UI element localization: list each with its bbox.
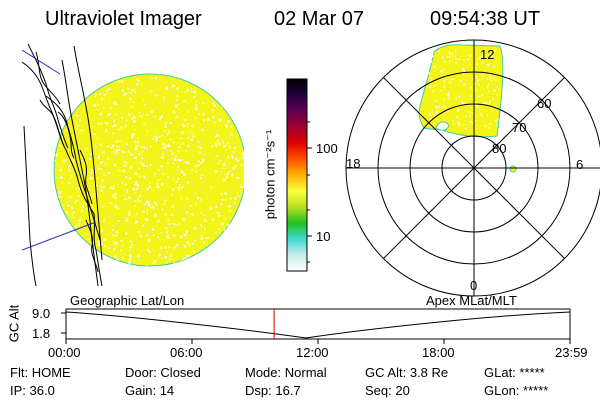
altitude-plot-frame bbox=[65, 308, 571, 340]
status-gain: Gain: 14 bbox=[125, 383, 175, 398]
status-door: Door: Closed bbox=[125, 365, 201, 380]
polar-label-80: 80 bbox=[492, 141, 507, 156]
geographic-caption: Geographic Lat/Lon bbox=[70, 293, 185, 308]
time-tick-1200: 12:00 bbox=[296, 345, 329, 360]
time-tick-2359: 23:59 bbox=[555, 345, 588, 360]
earth-disk bbox=[53, 73, 244, 267]
apex-caption: Apex MLat/MLT bbox=[426, 293, 517, 308]
altitude-curve bbox=[65, 311, 571, 339]
colorbar-tick-100: 100 bbox=[316, 141, 338, 156]
terminator-line bbox=[22, 221, 97, 251]
status-glon: GLon: ***** bbox=[484, 383, 549, 398]
polar-plot bbox=[345, 39, 600, 297]
status-seq: Seq: 20 bbox=[365, 383, 410, 398]
small-emission-spot bbox=[509, 165, 517, 173]
status-glat: GLat: ***** bbox=[484, 365, 545, 380]
status-flt: Flt: HOME bbox=[10, 365, 71, 380]
status-mode: Mode: Normal bbox=[245, 365, 327, 380]
time-readout: 09:54:38 UT bbox=[430, 8, 541, 30]
status-ip: IP: 36.0 bbox=[10, 383, 55, 398]
altitude-axis-label: GC Alt bbox=[6, 304, 22, 343]
polar-label-0: 0 bbox=[470, 278, 478, 293]
status-gc-alt: GC Alt: 3.8 Re bbox=[365, 365, 449, 380]
date-readout: 02 Mar 07 bbox=[274, 8, 365, 30]
polar-label-60: 60 bbox=[537, 96, 552, 111]
polar-label-6: 6 bbox=[576, 157, 584, 172]
colorbar-unit-label: photon cm⁻²s⁻¹ bbox=[262, 129, 278, 220]
color-scale-bar bbox=[286, 78, 312, 272]
coastline-outlines bbox=[22, 44, 103, 286]
altitude-tick-1-8: 1.8 bbox=[32, 326, 51, 341]
altitude-tick-9: 9.0 bbox=[32, 306, 51, 321]
polar-label-70: 70 bbox=[512, 120, 527, 135]
time-tick-0000: 00:00 bbox=[48, 345, 81, 360]
time-tick-1800: 18:00 bbox=[422, 345, 455, 360]
instrument-title: Ultraviolet Imager bbox=[45, 8, 202, 30]
colorbar-tick-10: 10 bbox=[316, 229, 331, 244]
status-dsp: Dsp: 16.7 bbox=[245, 383, 301, 398]
disk-speckle bbox=[54, 76, 244, 266]
geographic-image-panel bbox=[22, 44, 244, 286]
polar-label-12: 12 bbox=[480, 47, 495, 62]
polar-label-18: 18 bbox=[346, 156, 361, 171]
altitude-plot bbox=[61, 308, 571, 344]
time-tick-0600: 06:00 bbox=[170, 345, 203, 360]
